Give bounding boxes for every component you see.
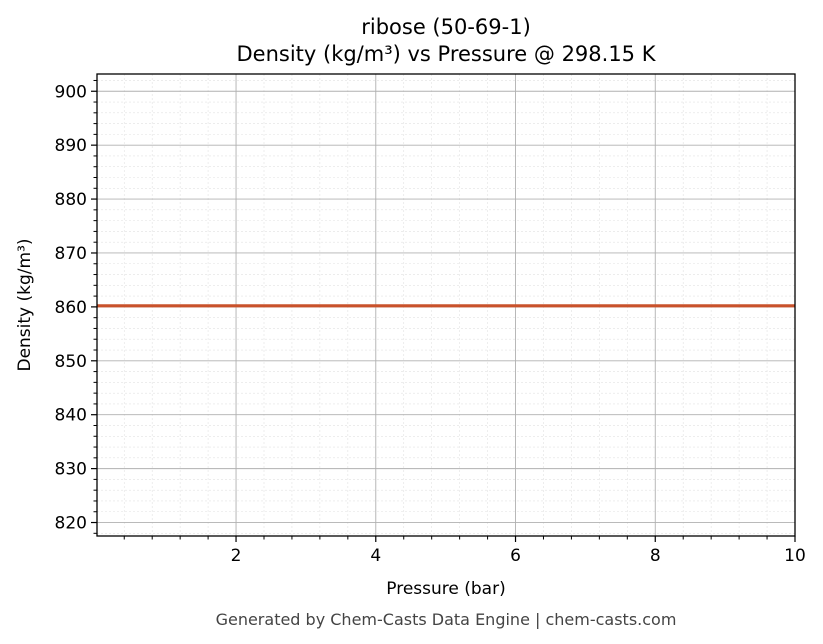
- x-tick-label: 4: [370, 546, 381, 566]
- y-tick-label: 870: [55, 244, 87, 264]
- y-tick-label: 890: [55, 136, 87, 156]
- y-tick-label: 820: [55, 514, 87, 534]
- x-axis-label: Pressure (bar): [386, 579, 505, 599]
- footer-credit: Generated by Chem-Casts Data Engine | ch…: [216, 610, 677, 629]
- major-grid: [97, 74, 796, 536]
- y-tick-label: 900: [55, 82, 87, 102]
- x-tick-label: 2: [231, 546, 242, 566]
- y-axis-label: Density (kg/m³): [15, 238, 35, 371]
- y-tick-label: 830: [55, 460, 87, 480]
- x-tick-label: 8: [650, 546, 661, 566]
- chart-title: ribose (50-69-1): [361, 15, 531, 39]
- minor-grid: [97, 74, 795, 536]
- x-tick-label: 10: [784, 546, 806, 566]
- y-tick-label: 850: [55, 352, 87, 372]
- y-tick-label: 840: [55, 406, 87, 426]
- y-axis: 820 830 840 850 860 870 880 890 900: [55, 79, 97, 534]
- x-tick-label: 6: [510, 546, 521, 566]
- x-axis: 2 4 6 8 10: [123, 536, 806, 566]
- plot-frame: [96, 73, 796, 537]
- y-tick-label: 860: [55, 298, 87, 318]
- chart-subtitle: Density (kg/m³) vs Pressure @ 298.15 K: [236, 42, 656, 66]
- y-tick-label: 880: [55, 190, 87, 210]
